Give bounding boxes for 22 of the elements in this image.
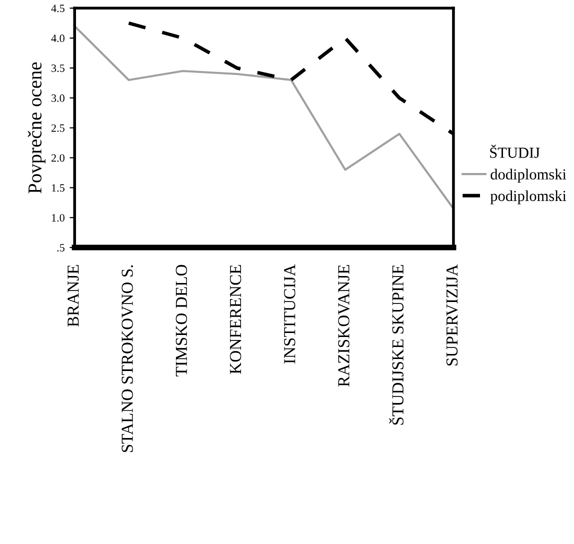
- x-tick-label: ŠTUDIJSKE SKUPINE: [389, 265, 404, 425]
- y-tick-label: 4.5: [51, 4, 64, 12]
- legend-label: podiplomski: [490, 190, 566, 204]
- y-tick-label: 1.5: [52, 184, 64, 192]
- legend-title: ŠTUDIJ: [490, 144, 540, 158]
- y-tick-label: 2.0: [51, 154, 64, 162]
- y-tick-label: .5: [57, 244, 64, 252]
- x-tick-label: INSTITUCIJA: [284, 264, 296, 364]
- x-tick-label: SUPERVIZIJA: [446, 264, 458, 366]
- y-tick-label: 1.0: [52, 214, 64, 222]
- y-tick-label: 2.5: [51, 124, 64, 132]
- legend-label: dodiplomski: [490, 168, 566, 183]
- y-tick-label: 4.0: [51, 34, 64, 42]
- x-tick-label: KONFERENCE: [230, 265, 242, 374]
- y-axis-title: Povprečne ocene: [28, 62, 46, 194]
- y-tick-label: 3.0: [52, 94, 64, 102]
- line-series: [74, 25, 454, 210]
- y-tick-label: 3.5: [52, 64, 64, 72]
- x-tick-label: STALNO STROKOVNO S.: [122, 265, 133, 452]
- x-tick-label: BRANJE: [68, 265, 79, 327]
- x-tick-label: TIMSKO DELO: [176, 264, 188, 376]
- x-tick-label: RAZISKOVANJE: [338, 265, 350, 387]
